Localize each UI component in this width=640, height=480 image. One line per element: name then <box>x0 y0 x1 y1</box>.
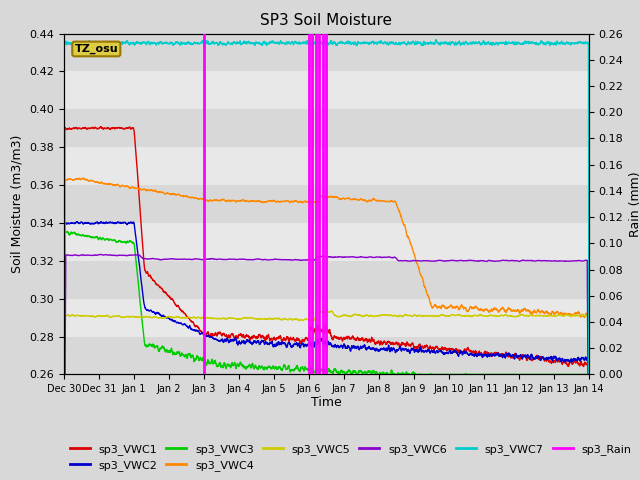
Bar <box>64 261 589 299</box>
Legend: sp3_VWC1, sp3_VWC2, sp3_VWC3, sp3_VWC4, sp3_VWC5, sp3_VWC6, sp3_VWC7, sp3_Rain: sp3_VWC1, sp3_VWC2, sp3_VWC3, sp3_VWC4, … <box>70 444 632 471</box>
Title: SP3 Soil Moisture: SP3 Soil Moisture <box>260 13 392 28</box>
Bar <box>64 223 589 261</box>
Bar <box>64 147 589 185</box>
X-axis label: Time: Time <box>311 396 342 408</box>
Bar <box>64 299 589 336</box>
Bar <box>64 336 589 374</box>
Bar <box>64 34 589 72</box>
Bar <box>64 109 589 147</box>
Y-axis label: Rain (mm): Rain (mm) <box>629 171 640 237</box>
Y-axis label: Soil Moisture (m3/m3): Soil Moisture (m3/m3) <box>11 135 24 273</box>
Bar <box>64 185 589 223</box>
Text: TZ_osu: TZ_osu <box>74 44 118 54</box>
Bar <box>64 72 589 109</box>
